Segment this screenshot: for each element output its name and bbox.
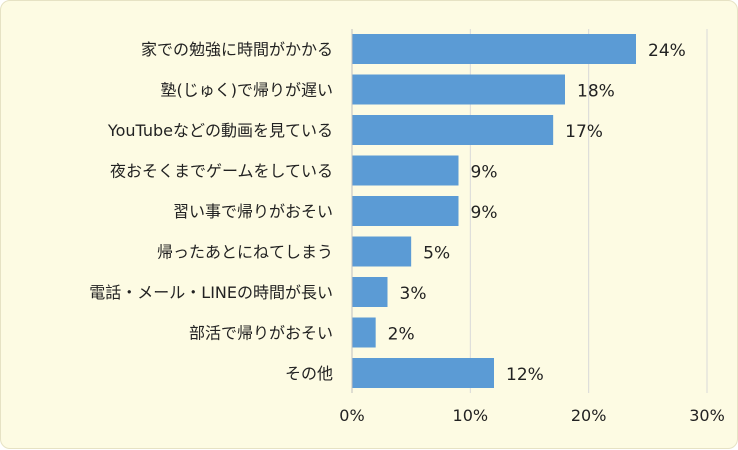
category-label: 塾(じゅく)で帰りが遅い [161,81,334,100]
x-tick-label: 10% [453,406,489,425]
bar [352,34,636,64]
data-label: 12% [506,365,544,385]
data-label: 9% [471,203,498,223]
bar [352,155,459,186]
data-label: 2% [388,325,415,345]
category-label: YouTubeなどの動画を見ている [107,121,333,140]
bar [352,236,412,267]
data-label: 3% [400,284,427,304]
data-label: 18% [577,82,615,102]
bar [352,317,376,348]
x-tick-label: 30% [689,406,725,425]
bar [352,74,565,105]
data-label: 5% [423,244,450,264]
x-tick-label: 0% [339,406,364,425]
category-label: その他 [285,364,333,383]
category-label: 部活で帰りがおそい [189,324,333,343]
bar [352,196,459,226]
category-label: 夜おそくまでゲームをしている [110,162,333,181]
data-label: 17% [565,122,603,142]
data-label: 24% [648,41,686,61]
category-label: 習い事で帰りがおそい [173,202,333,221]
bar [352,277,388,307]
data-label: 9% [471,163,498,183]
category-label: 帰ったあとにねてしまう [157,243,333,262]
category-label: 家での勉強に時間がかかる [141,40,333,59]
category-label: 電話・メール・LINEの時間が長い [89,283,333,302]
bar [352,358,494,388]
bar [352,115,554,145]
x-tick-label: 20% [571,406,607,425]
